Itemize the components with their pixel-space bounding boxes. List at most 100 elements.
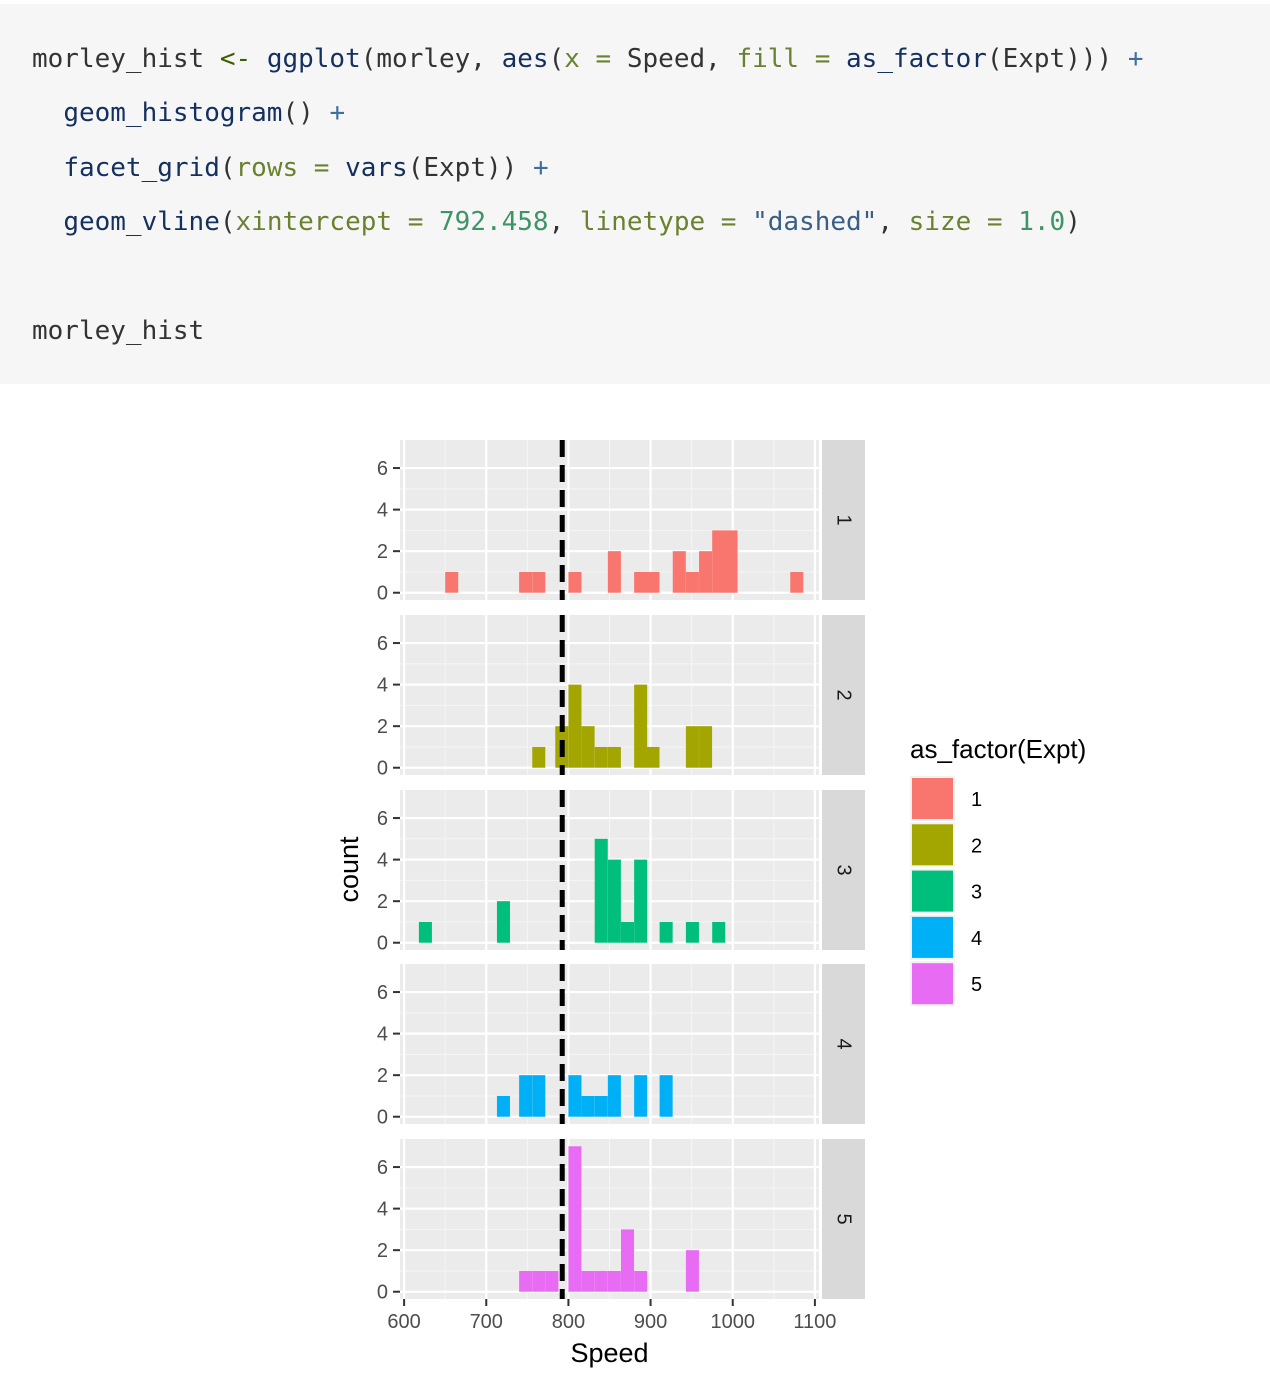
code-token: ( xyxy=(219,207,236,237)
y-tick-label: 0 xyxy=(377,1282,388,1304)
x-tick-label: 600 xyxy=(387,1311,420,1333)
x-tick-label: 700 xyxy=(470,1311,503,1333)
facet-strip xyxy=(822,790,865,950)
facet-strip xyxy=(822,615,865,775)
histogram-bar xyxy=(519,1075,533,1117)
code-token: x = xyxy=(564,44,627,74)
facet-panel-2: 0 2 4 6 2 xyxy=(377,615,865,780)
x-tick-label: 1100 xyxy=(793,1311,836,1333)
code-token: + xyxy=(1127,44,1144,74)
histogram-bar xyxy=(659,1075,673,1117)
facet-panel-5: 0 2 4 6 5 xyxy=(377,1139,865,1304)
code-line: geom_vline(xintercept = 792.458, linetyp… xyxy=(32,205,1081,239)
y-tick-label: 6 xyxy=(377,458,388,480)
histogram-bar xyxy=(634,571,648,593)
histogram-bar xyxy=(646,571,660,593)
y-tick-label: 6 xyxy=(377,633,388,655)
legend-label: 2 xyxy=(971,835,982,857)
code-token: vars xyxy=(345,153,408,183)
histogram-bar xyxy=(685,571,699,593)
facet-panel-1: 0 2 4 6 1 xyxy=(377,440,865,605)
legend-label: 3 xyxy=(971,882,982,904)
facet-strip-label: 4 xyxy=(833,1038,855,1049)
y-tick-label: 4 xyxy=(377,500,388,522)
code-token: ( xyxy=(219,153,236,183)
code-token: (Expt)) xyxy=(407,153,533,183)
legend-swatch xyxy=(912,870,953,912)
histogram-bar xyxy=(594,1095,608,1117)
histogram-bar xyxy=(581,1095,595,1117)
histogram-bar xyxy=(581,1270,595,1292)
histogram-bar xyxy=(724,530,738,593)
histogram-bar xyxy=(621,921,635,943)
legend-title: as_factor(Expt) xyxy=(910,734,1086,764)
histogram-bar xyxy=(646,746,660,768)
facet-strip-label: 3 xyxy=(833,864,855,875)
code-token: geom_vline xyxy=(63,207,220,237)
code-token: as_factor xyxy=(846,44,987,74)
histogram-bar xyxy=(712,921,726,943)
histogram-bar xyxy=(581,726,595,768)
code-line: geom_histogram() + xyxy=(32,96,345,130)
code-token: (Expt))) xyxy=(986,44,1128,74)
histogram-bar xyxy=(532,1075,546,1117)
code-token: <- xyxy=(219,44,252,74)
facet-panel-3: 0 2 4 6 3 xyxy=(377,790,865,955)
histogram-bar xyxy=(519,571,533,593)
histogram-bar xyxy=(685,726,699,768)
legend-label: 5 xyxy=(971,974,982,996)
y-tick-label: 4 xyxy=(377,1024,388,1046)
code-token: ( xyxy=(548,44,565,74)
histogram-bar xyxy=(545,1270,559,1292)
code-token: ggplot xyxy=(266,44,361,74)
histogram-bar xyxy=(634,684,648,768)
code-token: geom_histogram xyxy=(63,98,283,128)
histogram-bar xyxy=(634,1270,648,1292)
y-tick-label: 0 xyxy=(377,583,388,605)
histogram-bar xyxy=(568,684,582,768)
code-token: ) xyxy=(1065,207,1081,237)
legend-label: 1 xyxy=(971,789,982,811)
histogram-bar xyxy=(607,551,621,593)
code-token: "dashed" xyxy=(752,207,878,237)
histogram-bar xyxy=(594,838,608,943)
x-tick-label: 900 xyxy=(634,1311,667,1333)
histogram-bar xyxy=(568,1146,582,1292)
y-tick-label: 4 xyxy=(377,1199,388,1221)
histogram-bar xyxy=(594,1270,608,1292)
code-token: 1.0 xyxy=(1018,207,1066,237)
legend-swatch xyxy=(912,778,953,819)
histogram-bar xyxy=(699,551,713,593)
facet-strip-label: 1 xyxy=(833,514,855,525)
facet-strip xyxy=(822,964,865,1124)
y-tick-label: 0 xyxy=(377,758,388,780)
code-token: , xyxy=(548,207,580,237)
code-line: morley_hist <- ggplot(morley, aes(x = Sp… xyxy=(32,42,1143,76)
y-tick-label: 4 xyxy=(377,850,388,872)
y-tick-label: 0 xyxy=(377,933,388,955)
code-token: aes xyxy=(501,44,549,74)
code-token: 792.458 xyxy=(439,207,549,237)
facet-strip-label: 2 xyxy=(833,689,855,700)
x-tick-label: 800 xyxy=(552,1311,585,1333)
legend-swatch xyxy=(912,916,953,958)
code-token: , xyxy=(877,207,909,237)
facet-strip-label: 5 xyxy=(833,1213,855,1224)
y-tick-label: 6 xyxy=(377,1157,388,1179)
facet-panel-4: 0 2 4 6 4 xyxy=(377,964,865,1129)
histogram-bar xyxy=(685,1250,699,1292)
histogram-bar xyxy=(712,530,726,593)
code-line: facet_grid(rows = vars(Expt)) + xyxy=(32,151,549,185)
histogram-bar xyxy=(672,551,686,593)
code-token: + xyxy=(532,153,549,183)
legend-swatch xyxy=(912,824,953,866)
histogram-bar xyxy=(607,859,621,943)
y-tick-label: 2 xyxy=(377,1240,388,1262)
code-token: fill = xyxy=(736,44,847,74)
code-token: morley_hist xyxy=(32,316,205,346)
facet-strip xyxy=(822,1139,865,1299)
histogram-bar xyxy=(607,746,621,768)
y-tick-label: 2 xyxy=(377,716,388,738)
y-tick-label: 2 xyxy=(377,541,388,563)
